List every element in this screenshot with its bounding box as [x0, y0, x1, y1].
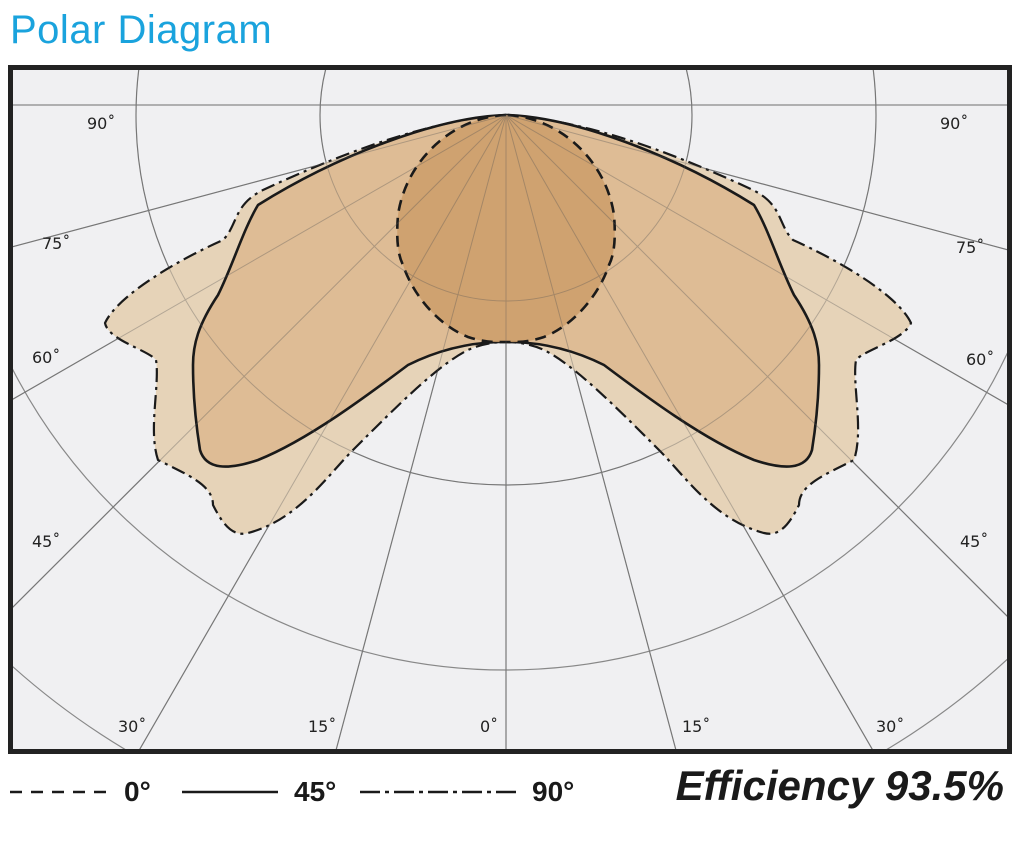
- angle-label-bottom-30-left: 30˚: [118, 717, 146, 736]
- legend-label: 90°: [532, 776, 575, 807]
- angle-label-left-75: 75˚: [42, 234, 70, 253]
- angle-label-left-90: 90˚: [87, 114, 115, 133]
- angle-label-bottom-15-left: 15˚: [308, 717, 336, 736]
- angle-label-right-75: 75˚: [956, 238, 984, 257]
- curve-0-degrees: [395, 113, 617, 344]
- legend-label: 45°: [294, 776, 337, 807]
- page-title: Polar Diagram: [10, 8, 273, 52]
- angle-label-bottom-30-right: 30˚: [876, 717, 904, 736]
- efficiency-label: Efficiency 93.5%: [675, 762, 1004, 809]
- angle-label-left-45: 45˚: [32, 532, 60, 551]
- legend-solid-line-icon: [182, 790, 278, 794]
- legend-item-90-degrees: 90°: [360, 772, 574, 812]
- legend-dash-dot-line-icon: [360, 790, 520, 794]
- angle-label-bottom-15-right: 15˚: [682, 717, 710, 736]
- polar-diagram: 90˚ 75˚ 60˚ 45˚ 30˚ 15˚ 0˚ 15˚ 30˚ 90˚ 7…: [8, 65, 1012, 754]
- plot-border: [8, 65, 1012, 754]
- angle-label-left-60: 60˚: [32, 348, 60, 367]
- legend-item-45-degrees: 45°: [182, 772, 336, 812]
- angle-label-bottom-0: 0˚: [480, 717, 498, 736]
- legend-item-0-degrees: 0°: [10, 772, 151, 812]
- angle-label-right-60: 60˚: [966, 350, 994, 369]
- angle-label-right-90: 90˚: [940, 114, 968, 133]
- legend-label: 0°: [124, 776, 151, 807]
- grid-overlay: [13, 70, 1007, 749]
- legend-dashed-line-icon: [10, 790, 108, 794]
- angle-label-right-45: 45˚: [960, 532, 988, 551]
